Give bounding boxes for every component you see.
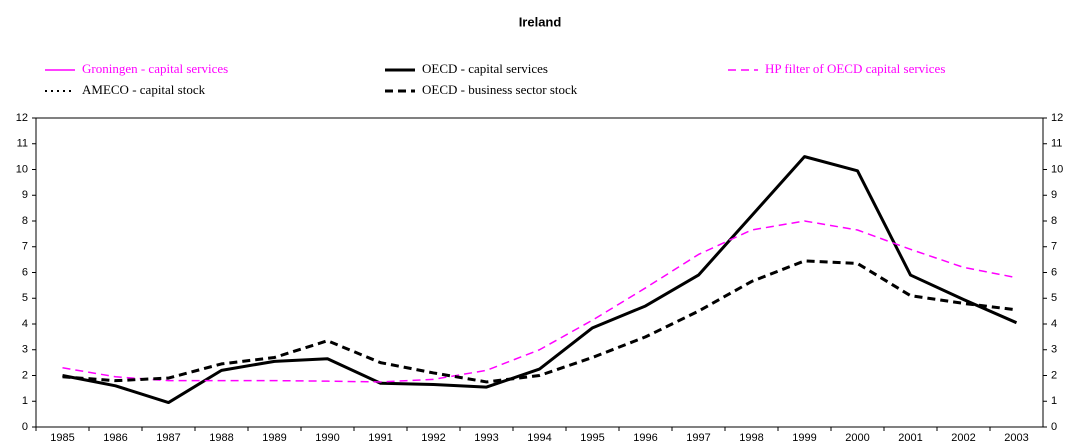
x-tick-label: 1992	[421, 432, 445, 444]
legend-label: AMECO - capital stock	[82, 82, 206, 97]
y-tick-label: 10	[16, 163, 28, 175]
y2-tick-label: 12	[1051, 112, 1063, 124]
y2-tick-label: 3	[1051, 344, 1057, 356]
x-tick-label: 1995	[580, 432, 604, 444]
legend-label: OECD - capital services	[422, 61, 548, 76]
x-tick-label: 2003	[1004, 432, 1028, 444]
y2-tick-label: 6	[1051, 266, 1057, 278]
y-tick-label: 0	[22, 421, 28, 433]
y-tick-label: 7	[22, 241, 28, 253]
chart-title: Ireland	[519, 14, 562, 29]
x-tick-label: 1988	[209, 432, 233, 444]
y2-tick-label: 5	[1051, 292, 1057, 304]
y-tick-label: 8	[22, 215, 28, 227]
x-tick-label: 1989	[262, 432, 286, 444]
x-tick-label: 1990	[315, 432, 339, 444]
y-tick-label: 12	[16, 112, 28, 124]
y2-tick-label: 9	[1051, 189, 1057, 201]
x-tick-label: 1993	[474, 432, 498, 444]
x-tick-label: 1996	[633, 432, 657, 444]
series-line	[62, 155, 1018, 405]
x-tick-label: 1987	[156, 432, 180, 444]
x-tick-label: 1998	[739, 432, 763, 444]
x-tick-label: 2000	[845, 432, 869, 444]
plot-frame	[35, 117, 1044, 428]
x-tick-label: 1986	[103, 432, 127, 444]
legend-label: OECD - business sector stock	[422, 82, 578, 97]
x-tick-label: 2002	[951, 432, 975, 444]
x-tick-label: 2001	[898, 432, 922, 444]
x-tick-label: 1994	[527, 432, 551, 444]
series-line	[62, 259, 1017, 384]
y-tick-label: 6	[22, 266, 28, 278]
y-tick-label: 11	[17, 138, 28, 150]
y2-tick-label: 8	[1051, 215, 1057, 227]
y-tick-label: 9	[22, 189, 28, 201]
y2-tick-label: 2	[1051, 369, 1057, 381]
y2-tick-label: 0	[1051, 421, 1057, 433]
y2-tick-label: 10	[1051, 163, 1063, 175]
series-line	[62, 220, 1017, 383]
y-tick-label: 1	[22, 395, 28, 407]
y-tick-label: 2	[22, 369, 28, 381]
y-tick-label: 4	[22, 318, 28, 330]
y-tick-label: 5	[22, 292, 28, 304]
y2-tick-label: 4	[1051, 318, 1057, 330]
y-tick-label: 3	[22, 344, 28, 356]
legend-label: Groningen - capital services	[82, 61, 228, 76]
x-tick-label: 1997	[686, 432, 710, 444]
y2-tick-label: 11	[1051, 138, 1062, 150]
y2-tick-label: 1	[1051, 395, 1057, 407]
x-tick-label: 1985	[50, 432, 74, 444]
x-tick-label: 1999	[792, 432, 816, 444]
y2-tick-label: 7	[1051, 241, 1057, 253]
legend-label: HP filter of OECD capital services	[765, 61, 945, 76]
x-tick-label: 1991	[368, 432, 392, 444]
